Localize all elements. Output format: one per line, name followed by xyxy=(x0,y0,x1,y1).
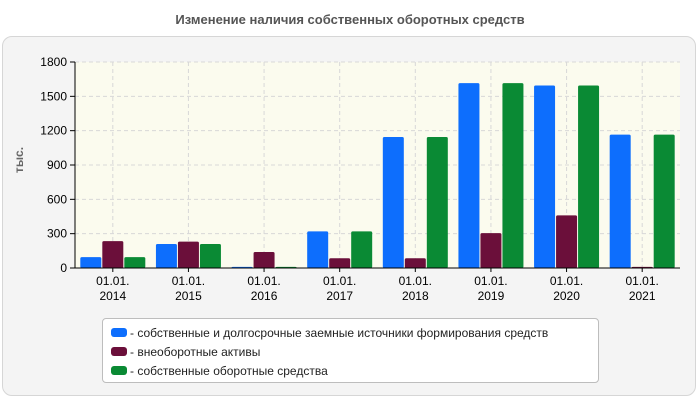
x-tick-label: 01.01. xyxy=(96,274,129,288)
bar xyxy=(534,85,556,268)
bar xyxy=(80,257,102,268)
y-tick-label: 1500 xyxy=(40,89,67,103)
x-tick-label: 2014 xyxy=(99,289,126,303)
y-tick-label: 1200 xyxy=(40,124,67,138)
bar xyxy=(177,241,199,268)
legend-item-noncurrent-assets[interactable]: - внеоборотные активы xyxy=(111,342,598,361)
bars xyxy=(80,83,675,268)
x-tick-label: 2016 xyxy=(251,289,278,303)
bar xyxy=(578,85,600,268)
bar xyxy=(426,136,448,268)
legend-item-sources[interactable]: - собственные и долгосрочные заемные ист… xyxy=(111,323,598,342)
bar xyxy=(307,231,329,268)
x-tick-label: 01.01. xyxy=(323,274,356,288)
legend-swatch-maroon xyxy=(111,347,127,356)
legend-label-noncurrent-assets: - внеоборотные активы xyxy=(130,344,261,359)
x-tick-label: 2018 xyxy=(402,289,429,303)
legend-item-working-capital[interactable]: - собственные оборотные средства xyxy=(111,361,598,380)
y-tick-label: 900 xyxy=(47,158,67,172)
bar xyxy=(155,243,177,268)
chart-title: Изменение наличия собственных оборотных … xyxy=(175,12,525,27)
bar xyxy=(329,258,351,268)
bar xyxy=(351,231,373,268)
x-tick-label: 2015 xyxy=(175,289,202,303)
x-tick-label: 01.01. xyxy=(474,274,507,288)
y-axis-label: тыс. xyxy=(12,147,26,173)
x-tick-label: 2021 xyxy=(629,289,656,303)
legend-label-working-capital: - собственные оборотные средства xyxy=(130,363,328,378)
y-tick-label: 0 xyxy=(60,261,67,275)
bar xyxy=(480,233,502,268)
y-tick-label: 300 xyxy=(47,227,67,241)
x-tick-label: 2017 xyxy=(326,289,353,303)
y-tick-label: 600 xyxy=(47,192,67,206)
x-tick-label: 01.01. xyxy=(550,274,583,288)
legend-swatch-blue xyxy=(111,328,127,337)
bar xyxy=(199,243,221,268)
bar xyxy=(502,83,524,268)
bar xyxy=(382,136,404,268)
y-tick-label: 1800 xyxy=(40,55,67,69)
bar xyxy=(609,134,631,268)
axes: 030060090012001500180001.01.201401.01.20… xyxy=(40,55,680,303)
legend-swatch-green xyxy=(111,366,127,375)
bar xyxy=(653,134,675,268)
bar xyxy=(253,251,275,268)
x-tick-label: 01.01. xyxy=(626,274,659,288)
x-tick-label: 01.01. xyxy=(172,274,205,288)
bar xyxy=(556,215,578,268)
x-tick-label: 01.01. xyxy=(399,274,432,288)
legend: - собственные и долгосрочные заемные ист… xyxy=(102,318,599,383)
x-tick-label: 2020 xyxy=(553,289,580,303)
x-tick-label: 2019 xyxy=(478,289,505,303)
bar xyxy=(404,258,426,268)
bar xyxy=(458,83,480,268)
bar xyxy=(124,257,146,268)
x-tick-label: 01.01. xyxy=(247,274,280,288)
bar xyxy=(102,241,124,268)
legend-label-sources: - собственные и долгосрочные заемные ист… xyxy=(130,325,549,340)
